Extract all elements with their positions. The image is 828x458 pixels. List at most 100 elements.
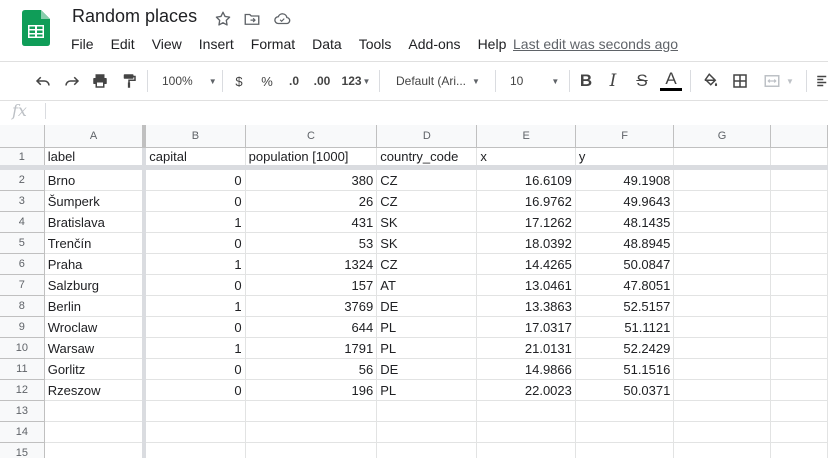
cell[interactable] bbox=[770, 442, 828, 458]
cell[interactable]: 51.1121 bbox=[575, 316, 675, 338]
last-edit-link[interactable]: Last edit was seconds ago bbox=[513, 36, 678, 52]
cell[interactable]: 1 bbox=[144, 253, 246, 275]
cell[interactable] bbox=[575, 400, 675, 422]
cell[interactable] bbox=[376, 400, 478, 422]
cell[interactable]: 380 bbox=[245, 167, 378, 191]
menu-edit[interactable]: Edit bbox=[110, 36, 135, 52]
column-header-g[interactable]: G bbox=[673, 125, 771, 148]
cell[interactable]: y bbox=[575, 147, 675, 170]
cell[interactable]: 13.0461 bbox=[476, 274, 576, 296]
cell[interactable]: 47.8051 bbox=[575, 274, 675, 296]
cell[interactable]: population [1000] bbox=[245, 147, 378, 170]
menu-format[interactable]: Format bbox=[250, 36, 296, 52]
cell[interactable]: 50.0847 bbox=[575, 253, 675, 275]
cell[interactable]: 48.8945 bbox=[575, 232, 675, 254]
cell[interactable] bbox=[673, 337, 771, 359]
bold-button[interactable]: B bbox=[579, 71, 593, 90]
cell[interactable] bbox=[376, 442, 478, 458]
cloud-saved-icon[interactable] bbox=[272, 9, 292, 29]
row-header[interactable]: 14 bbox=[0, 421, 45, 443]
cell[interactable]: DE bbox=[376, 358, 478, 380]
cell[interactable]: 56 bbox=[245, 358, 378, 380]
font-family-select[interactable]: Default (Ari... ▼ bbox=[388, 70, 488, 92]
row-header[interactable]: 5 bbox=[0, 232, 45, 254]
cell[interactable]: 0 bbox=[144, 274, 246, 296]
strikethrough-button[interactable]: S bbox=[636, 71, 648, 90]
cell[interactable]: 431 bbox=[245, 211, 378, 233]
cell[interactable] bbox=[770, 232, 828, 254]
cell[interactable] bbox=[575, 442, 675, 458]
cell[interactable]: x bbox=[476, 147, 576, 170]
cell[interactable] bbox=[44, 421, 147, 443]
cell[interactable] bbox=[673, 190, 771, 212]
cell[interactable] bbox=[144, 400, 246, 422]
cell[interactable] bbox=[770, 400, 828, 422]
cell[interactable]: Brno bbox=[44, 167, 147, 191]
undo-icon[interactable] bbox=[33, 70, 53, 92]
menu-help[interactable]: Help bbox=[477, 36, 507, 52]
cell[interactable] bbox=[575, 421, 675, 443]
cell[interactable]: 50.0371 bbox=[575, 379, 675, 401]
cell[interactable] bbox=[673, 442, 771, 458]
cell[interactable]: PL bbox=[376, 379, 478, 401]
cell[interactable] bbox=[673, 421, 771, 443]
cell[interactable] bbox=[770, 211, 828, 233]
cell[interactable]: capital bbox=[144, 147, 246, 170]
cell[interactable]: SK bbox=[376, 232, 478, 254]
cell[interactable]: country_code bbox=[376, 147, 478, 170]
cell[interactable]: 16.6109 bbox=[476, 167, 576, 191]
cell[interactable]: 49.9643 bbox=[575, 190, 675, 212]
align-left-icon[interactable] bbox=[814, 70, 828, 92]
cell[interactable] bbox=[245, 400, 378, 422]
cell[interactable] bbox=[770, 147, 828, 170]
percent-format-button[interactable]: % bbox=[261, 73, 273, 89]
cell[interactable]: 52.5157 bbox=[575, 295, 675, 317]
column-header-c[interactable]: C bbox=[245, 125, 378, 148]
cell[interactable] bbox=[770, 421, 828, 443]
select-all-corner[interactable] bbox=[0, 125, 45, 148]
cell[interactable]: 0 bbox=[144, 232, 246, 254]
row-header[interactable]: 4 bbox=[0, 211, 45, 233]
row-header[interactable]: 13 bbox=[0, 400, 45, 422]
cell[interactable]: 21.0131 bbox=[476, 337, 576, 359]
column-header-d[interactable]: D bbox=[376, 125, 478, 148]
cell[interactable]: Praha bbox=[44, 253, 147, 275]
cell[interactable]: Salzburg bbox=[44, 274, 147, 296]
cell[interactable] bbox=[476, 421, 576, 443]
cell[interactable]: 1 bbox=[144, 211, 246, 233]
cell[interactable] bbox=[770, 379, 828, 401]
cell[interactable]: 1791 bbox=[245, 337, 378, 359]
cell[interactable]: 14.9866 bbox=[476, 358, 576, 380]
cell[interactable]: label bbox=[44, 147, 147, 170]
cell[interactable]: PL bbox=[376, 337, 478, 359]
cell[interactable]: 0 bbox=[144, 190, 246, 212]
cell[interactable]: CZ bbox=[376, 253, 478, 275]
cell[interactable]: Rzeszow bbox=[44, 379, 147, 401]
cell[interactable] bbox=[144, 421, 246, 443]
cell[interactable] bbox=[673, 274, 771, 296]
row-header[interactable]: 7 bbox=[0, 274, 45, 296]
cell[interactable]: 48.1435 bbox=[575, 211, 675, 233]
row-header[interactable]: 6 bbox=[0, 253, 45, 275]
menu-view[interactable]: View bbox=[151, 36, 182, 52]
row-header[interactable]: 2 bbox=[0, 167, 45, 191]
cell[interactable] bbox=[673, 358, 771, 380]
cell[interactable] bbox=[770, 190, 828, 212]
cell[interactable]: 17.0317 bbox=[476, 316, 576, 338]
cell[interactable]: CZ bbox=[376, 167, 478, 191]
formula-input[interactable] bbox=[52, 102, 822, 122]
cell[interactable]: 0 bbox=[144, 167, 246, 191]
cell[interactable]: CZ bbox=[376, 190, 478, 212]
cell[interactable] bbox=[673, 379, 771, 401]
column-header-e[interactable]: E bbox=[476, 125, 576, 148]
cell[interactable]: 13.3863 bbox=[476, 295, 576, 317]
cell[interactable] bbox=[44, 442, 147, 458]
row-header[interactable]: 9 bbox=[0, 316, 45, 338]
move-to-folder-icon[interactable] bbox=[242, 9, 262, 29]
zoom-select[interactable]: 100% ▼ bbox=[156, 70, 217, 92]
cell[interactable]: Šumperk bbox=[44, 190, 147, 212]
row-header[interactable]: 15 bbox=[0, 442, 45, 458]
menu-tools[interactable]: Tools bbox=[358, 36, 392, 52]
currency-format-button[interactable]: $ bbox=[235, 73, 243, 89]
paint-format-icon[interactable] bbox=[119, 70, 139, 92]
